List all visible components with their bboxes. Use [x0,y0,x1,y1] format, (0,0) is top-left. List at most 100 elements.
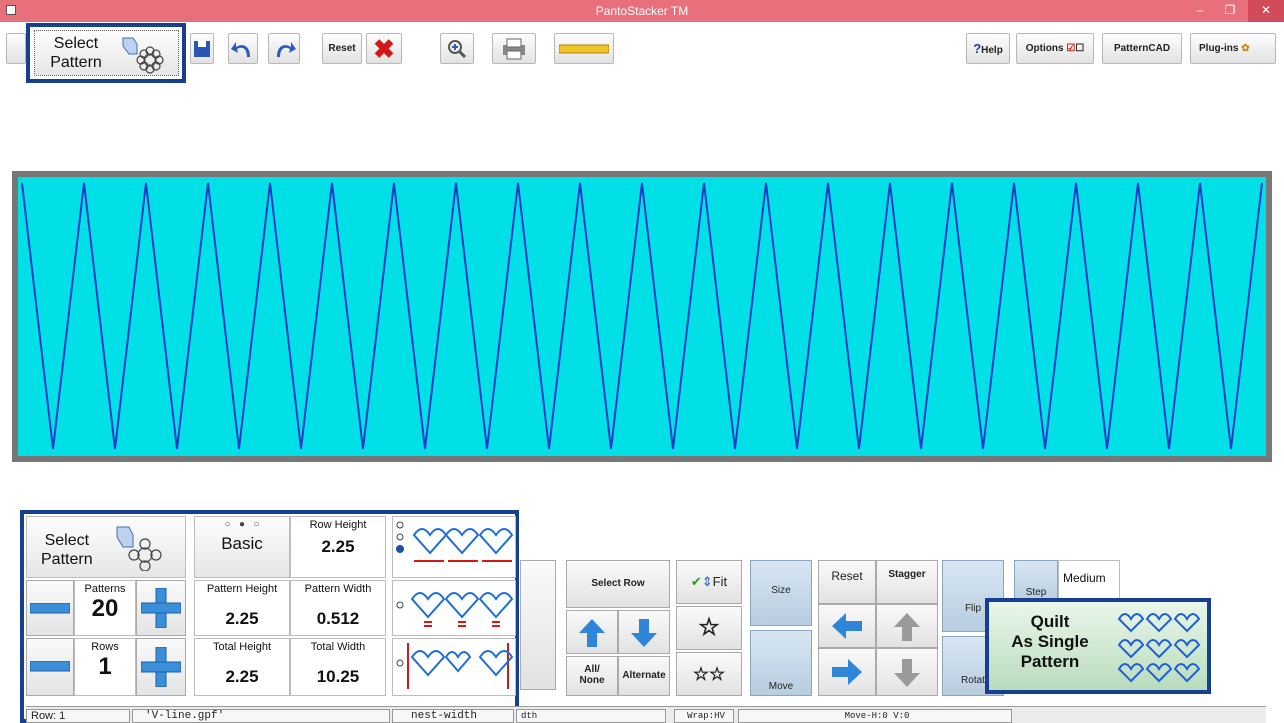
undo-icon [231,42,250,57]
pattern-height-field[interactable]: Pattern Height 2.25 [194,580,290,636]
arrow-up-disabled-icon [894,613,920,641]
quilt-as-single-pattern-button[interactable]: Quilt As Single Pattern [985,598,1211,694]
pattern-settings-panel: Select Pattern ○ ● ○ Basic Row Height 2.2… [20,510,519,723]
arrow-left-icon [832,613,862,639]
rows-plus-button[interactable] [136,638,186,696]
edge-spacing-buttons[interactable] [520,560,556,690]
rows-count-field[interactable]: Rows 1 [74,638,136,696]
pattern-width-value: 0.512 [316,609,360,628]
patterns-count-field[interactable]: Patterns 20 [74,580,136,636]
fit-button[interactable]: ✔⇕Fit [676,560,742,604]
quilt-pattern-preview [18,177,1266,456]
patterns-caption: Patterns [84,583,126,595]
pattern-width-caption: Pattern Width [304,583,372,595]
toolbar-home-button[interactable] [6,33,26,64]
minus-icon [30,661,70,672]
pattern-height-caption: Pattern Height [206,583,278,595]
close-button[interactable]: ✕ [1248,0,1284,22]
row-height-field[interactable]: Row Height 2.25 [290,516,386,578]
all-none-button[interactable]: All/None [566,656,618,696]
select-pattern-button[interactable]: Select Pattern [34,30,179,76]
title-bar: PantoStacker TM – ❐ ✕ [0,0,1284,22]
options-button[interactable]: Options ☑☐ [1016,33,1094,64]
mode-radio-dots: ○ ● ○ [224,519,260,530]
status-row: Row: 1 [26,709,130,723]
size-button[interactable]: Size [750,560,812,626]
patterns-value: 20 [91,595,119,622]
save-icon [194,41,210,57]
hearts-equal-spacing-icon [396,592,514,627]
status-bar: Row: 1 'V-line.gpf' nest-width dth Wrap:… [26,706,1266,723]
arrow-down-icon [631,619,657,647]
move-down-button[interactable] [876,648,938,696]
total-width-value: 10.25 [316,667,360,686]
print-button[interactable] [492,33,536,64]
alternate-button[interactable]: Alternate [618,656,670,696]
window-title: PantoStacker TM [595,4,689,18]
undo-button[interactable] [228,33,258,64]
arrow-down-disabled-icon [894,659,920,687]
step-button[interactable]: Step [1014,560,1058,604]
move-left-button[interactable] [818,604,876,648]
pattern-height-value: 2.25 [225,609,259,628]
total-width-field: Total Width 10.25 [290,638,386,696]
ruler-button[interactable] [554,33,614,64]
maximize-button[interactable]: ❐ [1224,3,1236,17]
select-pattern-button-2[interactable]: Select Pattern [26,516,186,578]
total-width-caption: Total Width [310,641,366,653]
reset-button[interactable]: Reset [322,33,362,64]
move-up-button[interactable] [876,604,938,648]
move-right-button[interactable] [818,648,876,696]
row-down-button[interactable] [618,610,670,654]
total-height-field: Total Height 2.25 [194,638,290,696]
redo-icon [277,42,296,57]
minimize-button[interactable]: – [1196,3,1204,17]
hearts-spacing-icon [396,521,514,562]
select-row-button[interactable]: Select Row [566,560,670,608]
stars-icon: ☆☆ [692,664,726,684]
spacing-option-2[interactable] [392,580,516,636]
save-button[interactable] [190,33,214,64]
star-icon: ☆ [698,614,720,641]
star-alternate-button[interactable]: ☆☆ [676,652,742,696]
row-height-value: 2.25 [321,537,355,556]
redo-button[interactable] [268,33,300,64]
arrow-right-icon [832,659,862,685]
hearts-grid-icon [1117,613,1201,683]
ruler-icon [558,44,610,54]
patterns-plus-button[interactable] [136,580,186,636]
total-height-value: 2.25 [225,667,259,686]
quilt-as-single-pattern-label: Quilt As Single Pattern [1011,612,1089,671]
zoom-button[interactable] [440,33,474,64]
status-file: 'V-line.gpf' [132,709,390,723]
rows-caption: Rows [91,641,119,653]
status-width: dth [516,709,666,723]
row-up-button[interactable] [566,610,618,654]
spacing-option-1[interactable] [392,516,516,578]
delete-icon[interactable]: ✖ [366,33,402,64]
rows-minus-button[interactable] [26,638,74,696]
stagger-button[interactable]: Stagger [876,560,938,604]
mode-label: Basic [221,534,263,553]
step-size-select[interactable]: Medium [1058,560,1120,600]
status-move: Move-H:0 V:0 [738,709,1012,723]
total-height-caption: Total Height [212,641,272,653]
reset-position-button[interactable]: Reset [818,560,876,604]
pattern-canvas[interactable] [12,171,1272,462]
help-button[interactable]: ?Help [966,33,1010,64]
pattern-width-field[interactable]: Pattern Width 0.512 [290,580,386,636]
select-pattern-label-2: Select Pattern [41,532,93,568]
status-nest: nest-width [392,709,514,723]
plugins-button[interactable]: Plug-ins ✿ [1190,33,1276,64]
star-fit-button[interactable]: ☆ [676,606,742,650]
arrow-up-icon [579,619,605,647]
vertical-arrows-icon: ⇕ [701,574,713,589]
patterns-minus-button[interactable] [26,580,74,636]
patterncad-button[interactable]: PatternCAD [1102,33,1182,64]
move-button[interactable]: Move [750,630,812,696]
mode-basic-button[interactable]: ○ ● ○ Basic [194,516,290,578]
hearts-stretch-icon [396,643,514,689]
spacing-option-3[interactable] [392,638,516,696]
zoom-icon [448,40,467,59]
plus-icon [141,647,181,687]
